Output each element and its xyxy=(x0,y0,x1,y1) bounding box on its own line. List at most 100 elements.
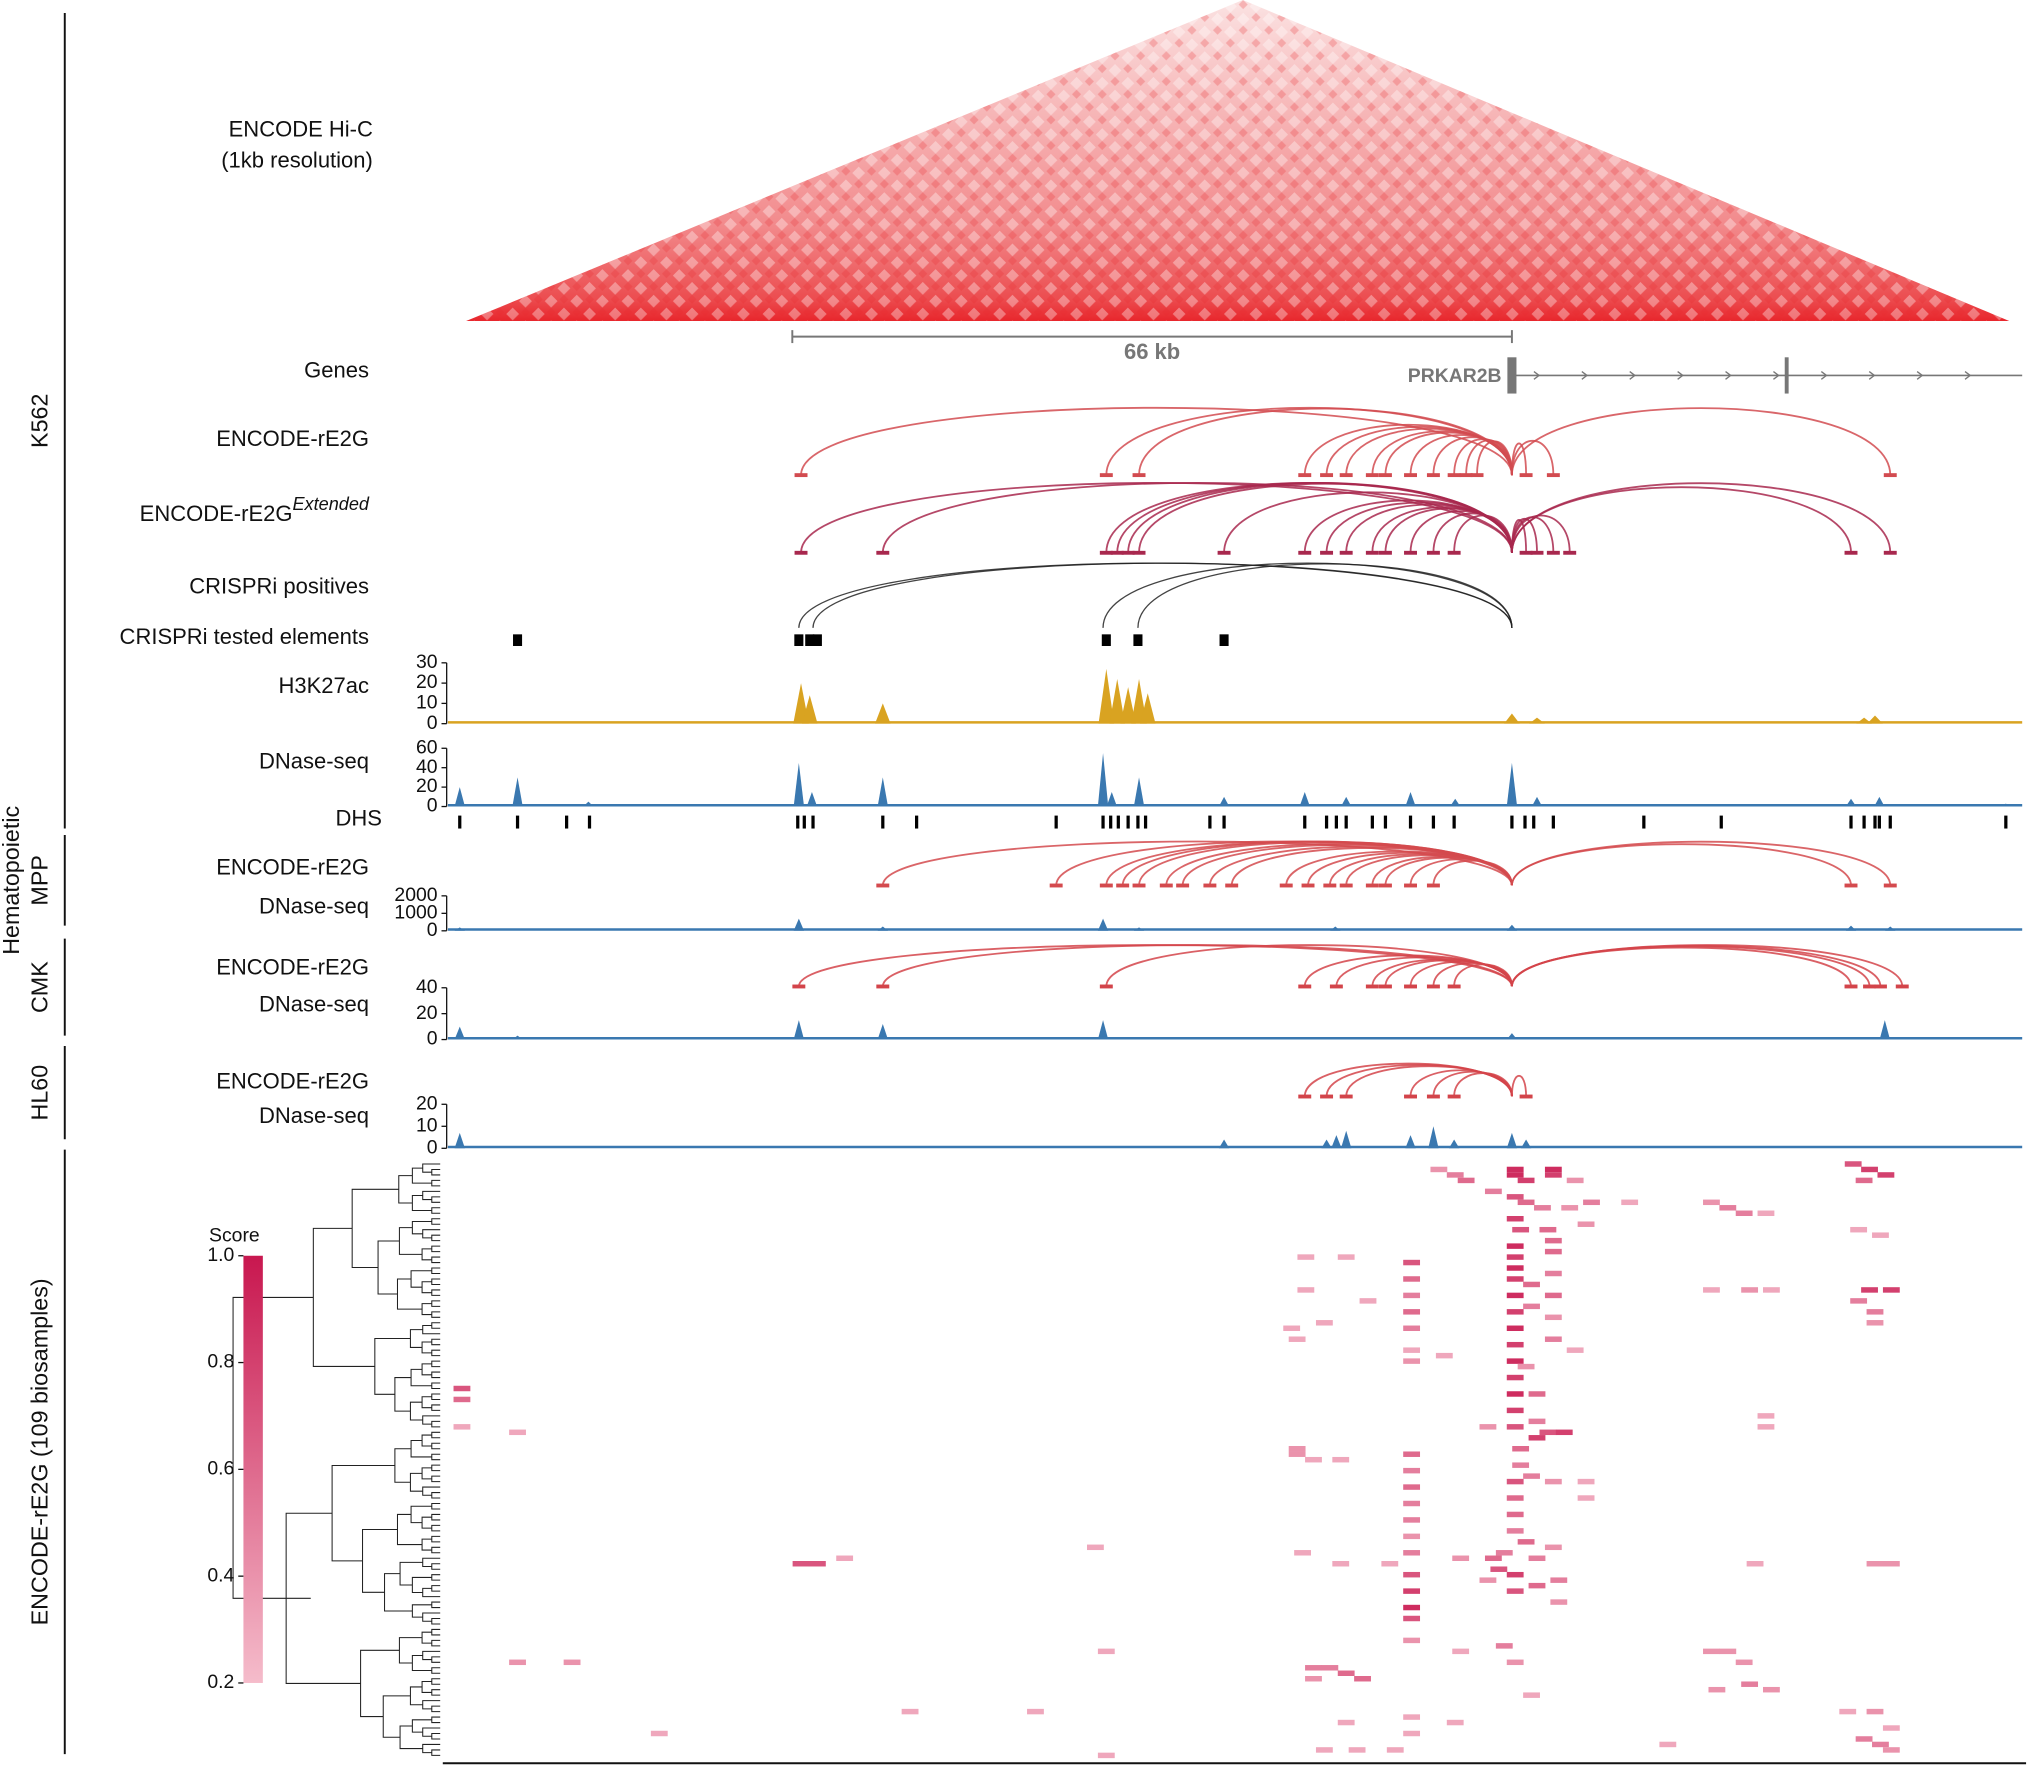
heatmap-cell xyxy=(1517,1539,1535,1545)
scale-bar-label: 66 kb xyxy=(1124,339,1180,364)
heatmap-cell xyxy=(1403,1309,1421,1315)
arc xyxy=(1384,431,1513,476)
signal-peak xyxy=(1299,791,1310,807)
heatmap-cell xyxy=(1544,1237,1562,1244)
gene-exon xyxy=(1784,357,1789,394)
signal-peak xyxy=(1529,717,1545,724)
hic-label: ENCODE Hi-C xyxy=(229,117,373,142)
heatmap-cell xyxy=(1403,1533,1421,1540)
arc xyxy=(1105,482,1513,553)
heatmap-cell xyxy=(1528,1582,1546,1589)
signal-peak xyxy=(1405,791,1416,807)
track-label-text: ENCODE-rE2G xyxy=(140,501,293,526)
heatmap-cell xyxy=(1506,1216,1524,1222)
heatmap-cell xyxy=(1539,1226,1557,1233)
gene-strand-arrow xyxy=(1629,371,1636,380)
heatmap-cell xyxy=(1506,1276,1524,1282)
heatmap-cell xyxy=(1484,1188,1502,1195)
arc xyxy=(881,840,1513,886)
genes-label: Genes xyxy=(304,357,369,382)
heatmap-cell xyxy=(836,1555,854,1562)
heatmap-cell xyxy=(1882,1287,1900,1293)
heatmap-cell xyxy=(1288,1336,1306,1342)
heatmap-cell xyxy=(1621,1199,1639,1206)
signal-peak xyxy=(1133,927,1145,931)
y-tick-label: 0 xyxy=(427,712,438,734)
arc xyxy=(1303,1062,1513,1097)
signal-peak xyxy=(1506,924,1518,931)
heatmap-cell xyxy=(1305,1675,1322,1682)
signal-peak xyxy=(1506,1132,1518,1149)
heatmap-cell xyxy=(1403,1292,1421,1299)
heatmap-cell xyxy=(1484,1555,1502,1562)
heatmap-cell xyxy=(1741,1681,1759,1687)
signal-peak xyxy=(1874,796,1885,807)
signal-peak xyxy=(1341,796,1352,807)
gene-strand-arrow xyxy=(1533,371,1541,380)
track-label: ENCODE-rE2G xyxy=(216,1068,369,1093)
group-label: CMK xyxy=(27,961,53,1013)
heatmap-cell xyxy=(1506,1309,1524,1315)
heatmap-cell xyxy=(1512,1462,1530,1468)
signal-peak xyxy=(1106,791,1117,807)
signal-peak xyxy=(1321,1139,1332,1149)
heatmap-cell xyxy=(1855,1177,1873,1184)
heatmap-cell xyxy=(1348,1747,1366,1753)
signal-peak xyxy=(1450,798,1461,807)
y-tick-label: 20 xyxy=(416,775,438,797)
arc xyxy=(1307,851,1513,886)
heatmap-cell xyxy=(1027,1708,1044,1715)
signal-peak xyxy=(1531,796,1543,807)
heatmap-cell xyxy=(1087,1544,1104,1551)
arc xyxy=(1384,856,1513,886)
heatmap-cell xyxy=(1577,1495,1595,1501)
arc xyxy=(1511,1075,1527,1097)
signal-peak xyxy=(1218,1139,1230,1149)
heatmap-cell xyxy=(1446,1719,1464,1726)
arc xyxy=(812,562,1513,628)
heatmap-cell xyxy=(1506,1341,1524,1348)
heatmap-cell xyxy=(1534,1205,1551,1211)
heatmap-cell xyxy=(650,1730,668,1737)
heatmap-cell xyxy=(1403,1637,1421,1644)
heatmap-cell xyxy=(1861,1166,1878,1173)
heatmap-cell xyxy=(1506,1243,1524,1249)
heatmap-cell xyxy=(1523,1692,1540,1698)
gene-exon xyxy=(1507,357,1517,394)
y-tick-label: 60 xyxy=(416,736,438,758)
heatmap-cell xyxy=(1403,1325,1421,1332)
heatmap-cell xyxy=(1403,1550,1421,1556)
signal-peak xyxy=(1885,926,1896,931)
heatmap-cell xyxy=(563,1659,581,1666)
signal-peak xyxy=(2000,803,2012,807)
heatmap-cell xyxy=(1659,1741,1677,1748)
heatmap-cell xyxy=(1430,1166,1448,1173)
heatmap-cell xyxy=(1861,1287,1878,1293)
heatmap-cell xyxy=(1528,1555,1546,1562)
signal-peak xyxy=(1879,1020,1890,1040)
arc xyxy=(1511,840,1892,886)
colorbar-tick-label: 0.2 xyxy=(207,1671,234,1693)
heatmap-cell xyxy=(1403,1259,1421,1266)
heatmap-cell xyxy=(1512,1446,1530,1452)
heatmap-cell xyxy=(1544,1248,1562,1255)
heatmap-cell xyxy=(1872,1741,1889,1748)
signal-peak xyxy=(1845,925,1857,931)
signal-peak xyxy=(454,1132,465,1149)
tested-element xyxy=(1219,634,1229,646)
heatmap-cell xyxy=(1097,1648,1115,1655)
y-tick-label: 20 xyxy=(416,1002,438,1024)
signal-peak xyxy=(1845,798,1857,807)
heatmap-cell xyxy=(1566,1177,1584,1184)
group-label: K562 xyxy=(27,394,53,448)
heatmap-cell xyxy=(1506,1511,1524,1518)
heatmap-cell xyxy=(1297,1287,1315,1293)
colorbar xyxy=(243,1255,263,1683)
heatmap-cell xyxy=(1506,1172,1524,1178)
y-tick-label: 2000 xyxy=(394,884,437,906)
heatmap-cell xyxy=(1495,1643,1513,1649)
hic-label: (1kb resolution) xyxy=(221,148,373,173)
track-label-text: ENCODE-rE2G xyxy=(216,1068,369,1093)
arc xyxy=(1409,510,1513,553)
